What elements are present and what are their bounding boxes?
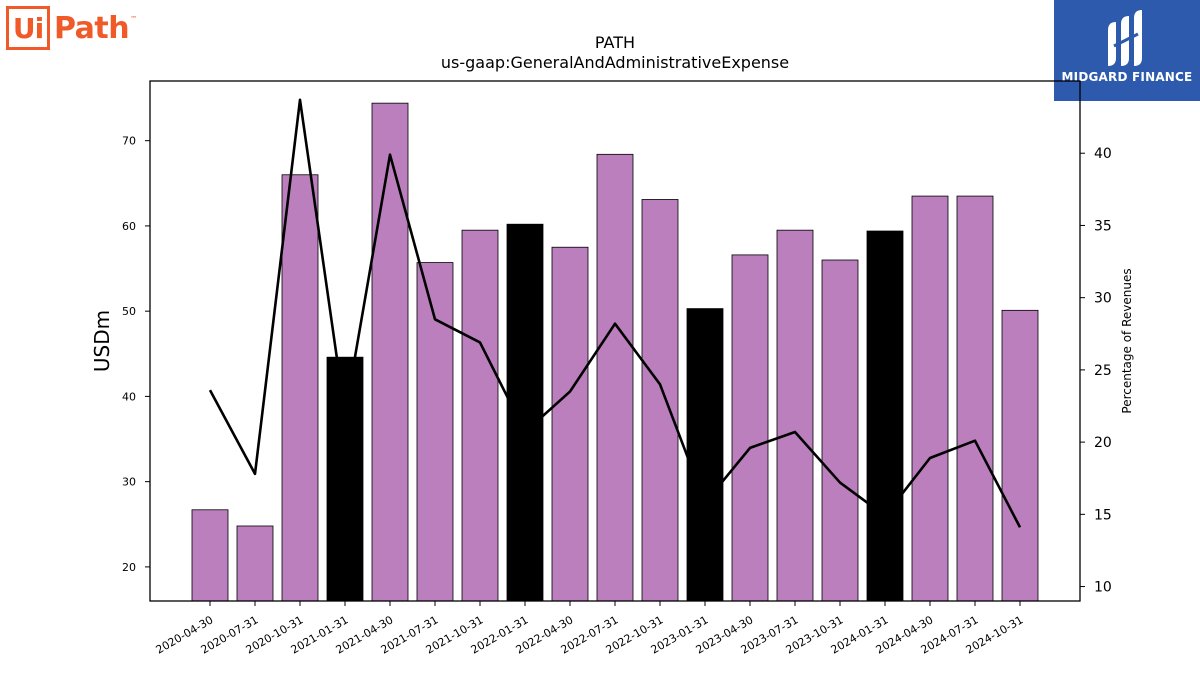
bar-2024-01-31 — [866, 230, 904, 602]
y-tick-label-40: 40 — [122, 390, 136, 403]
bar-2022-01-31 — [506, 223, 544, 602]
bar-2022-07-31 — [596, 153, 634, 602]
midgard-finance-text: MIDGARD FINANCE — [1061, 70, 1193, 84]
bar-2022-04-30 — [551, 246, 589, 602]
bar-2023-04-30 — [731, 254, 769, 602]
y-tick-label-30: 30 — [122, 476, 136, 489]
y2-axis-label: Percentage of Revenues — [1120, 268, 1134, 413]
bar-2020-04-30 — [191, 509, 229, 602]
y-tick-label-50: 50 — [122, 305, 136, 318]
y2-tick-label-40: 40 — [1094, 146, 1112, 162]
chart-title: PATH — [594, 33, 636, 52]
midgard-emblem-icon — [1108, 10, 1142, 66]
bar-2023-10-31 — [821, 259, 859, 602]
bar-2023-01-31 — [686, 308, 724, 602]
bar-2020-07-31 — [236, 525, 274, 602]
midgard-finance-logo: MIDGARD FINANCE — [1054, 0, 1200, 101]
bar-2021-01-31 — [326, 356, 364, 602]
y2-tick-label-20: 20 — [1094, 435, 1112, 451]
y2-tick-label-30: 30 — [1094, 291, 1112, 307]
uipath-logo: Ui Path ™ — [6, 5, 137, 51]
y2-tick-label-35: 35 — [1094, 218, 1112, 234]
uipath-logo-tm: ™ — [130, 15, 138, 23]
y-tick-label-60: 60 — [122, 220, 136, 233]
bar-2024-10-31 — [1001, 309, 1039, 602]
uipath-logo-path: Path — [54, 10, 130, 46]
bar-2022-10-31 — [641, 199, 679, 602]
bar-2024-04-30 — [911, 195, 949, 602]
bar-2021-10-31 — [461, 229, 499, 602]
y2-tick-label-25: 25 — [1094, 363, 1112, 379]
bar-2023-07-31 — [776, 229, 814, 602]
bar-2020-10-31 — [281, 174, 319, 602]
y-tick-label-20: 20 — [122, 561, 136, 574]
chart-subtitle: us-gaap:GeneralAndAdministrativeExpense — [440, 53, 790, 72]
uipath-logo-ui: Ui — [6, 6, 50, 50]
bar-2021-04-30 — [371, 102, 409, 602]
y-axis-label: USDm — [90, 310, 114, 372]
y2-tick-label-15: 15 — [1094, 507, 1112, 523]
y-tick-label-70: 70 — [122, 135, 136, 148]
y2-tick-label-10: 10 — [1094, 580, 1112, 596]
bar-2024-07-31 — [956, 195, 994, 602]
bar-2021-07-31 — [416, 262, 454, 602]
